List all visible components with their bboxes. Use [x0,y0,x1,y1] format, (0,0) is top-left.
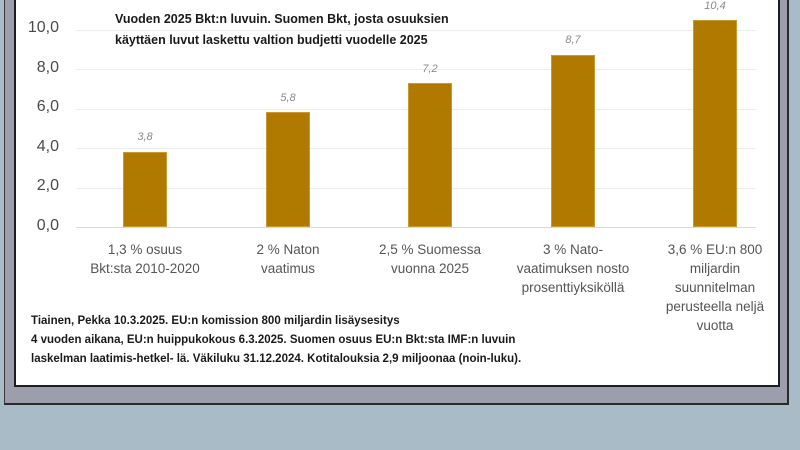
y-tick-label: 2,0 [36,177,59,194]
y-tick-label: 10,0 [27,19,59,36]
x-category-line: 2 % Naton [256,242,320,257]
bar-value-label: 8,7 [565,34,581,46]
bar [408,83,452,227]
y-tick-label: 6,0 [36,98,59,115]
bar-value-label: 7,2 [422,63,438,75]
x-category-line: vaatimus [260,261,316,276]
chart-title-line: käyttäen luvut laskettu valtion budjetti… [115,33,428,47]
chart-title: Vuoden 2025 Bkt:n luvuin. Suomen Bkt, jo… [115,9,535,51]
chart-title-line: Vuoden 2025 Bkt:n luvuin. Suomen Bkt, jo… [115,12,449,26]
bar [123,152,167,227]
x-category-label: 3,6 % EU:n 800 miljardin suunnitelman pe… [645,240,785,335]
x-axis-line [76,227,756,228]
bar-value-label: 3,8 [137,131,153,143]
x-category-line: prosenttiyksiköllä [521,280,625,295]
x-category-line: 2,5 % Suomessa [378,242,482,257]
bar-value-label: 5,8 [280,92,296,104]
x-category-line: vuonna 2025 [390,261,470,276]
source-line: Tiainen, Pekka 10.3.2025. EU:n komission… [31,315,400,327]
x-category-line: Bkt:sta 2010-2020 [90,261,200,276]
y-tick-label: 8,0 [36,59,59,76]
source-note: Tiainen, Pekka 10.3.2025. EU:n komission… [31,312,671,369]
x-category-line: vuotta [696,318,734,333]
bar [266,112,310,227]
bar [693,20,737,227]
gridline [76,30,756,31]
x-category-line: vaatimuksen nosto [516,261,630,276]
bar [551,55,595,227]
y-tick-label: 0,0 [36,217,59,234]
x-category-line: 3 % Nato- [542,242,604,257]
bar-value-label: 10,4 [704,0,726,12]
x-category-line: 1,3 % osuus [107,242,183,257]
x-category-label: 3 % Nato- vaatimuksen nosto prosenttiyks… [503,240,643,297]
x-category-line: suunnitelman [674,280,756,295]
source-line: 4 vuoden aikana, EU:n huippukokous 6.3.2… [31,334,516,346]
x-category-line: perusteella neljä [665,299,765,314]
gridline [76,69,756,70]
source-line: laskelman laatimis-hetkel- lä. Väkiluku … [31,353,522,365]
x-category-label: 2,5 % Suomessa vuonna 2025 [360,240,500,278]
x-category-line: miljardin [689,261,741,276]
x-category-label: 1,3 % osuus Bkt:sta 2010-2020 [75,240,215,278]
y-tick-label: 4,0 [36,138,59,155]
x-category-label: 2 % Naton vaatimus [218,240,358,278]
x-category-line: 3,6 % EU:n 800 [667,242,763,257]
